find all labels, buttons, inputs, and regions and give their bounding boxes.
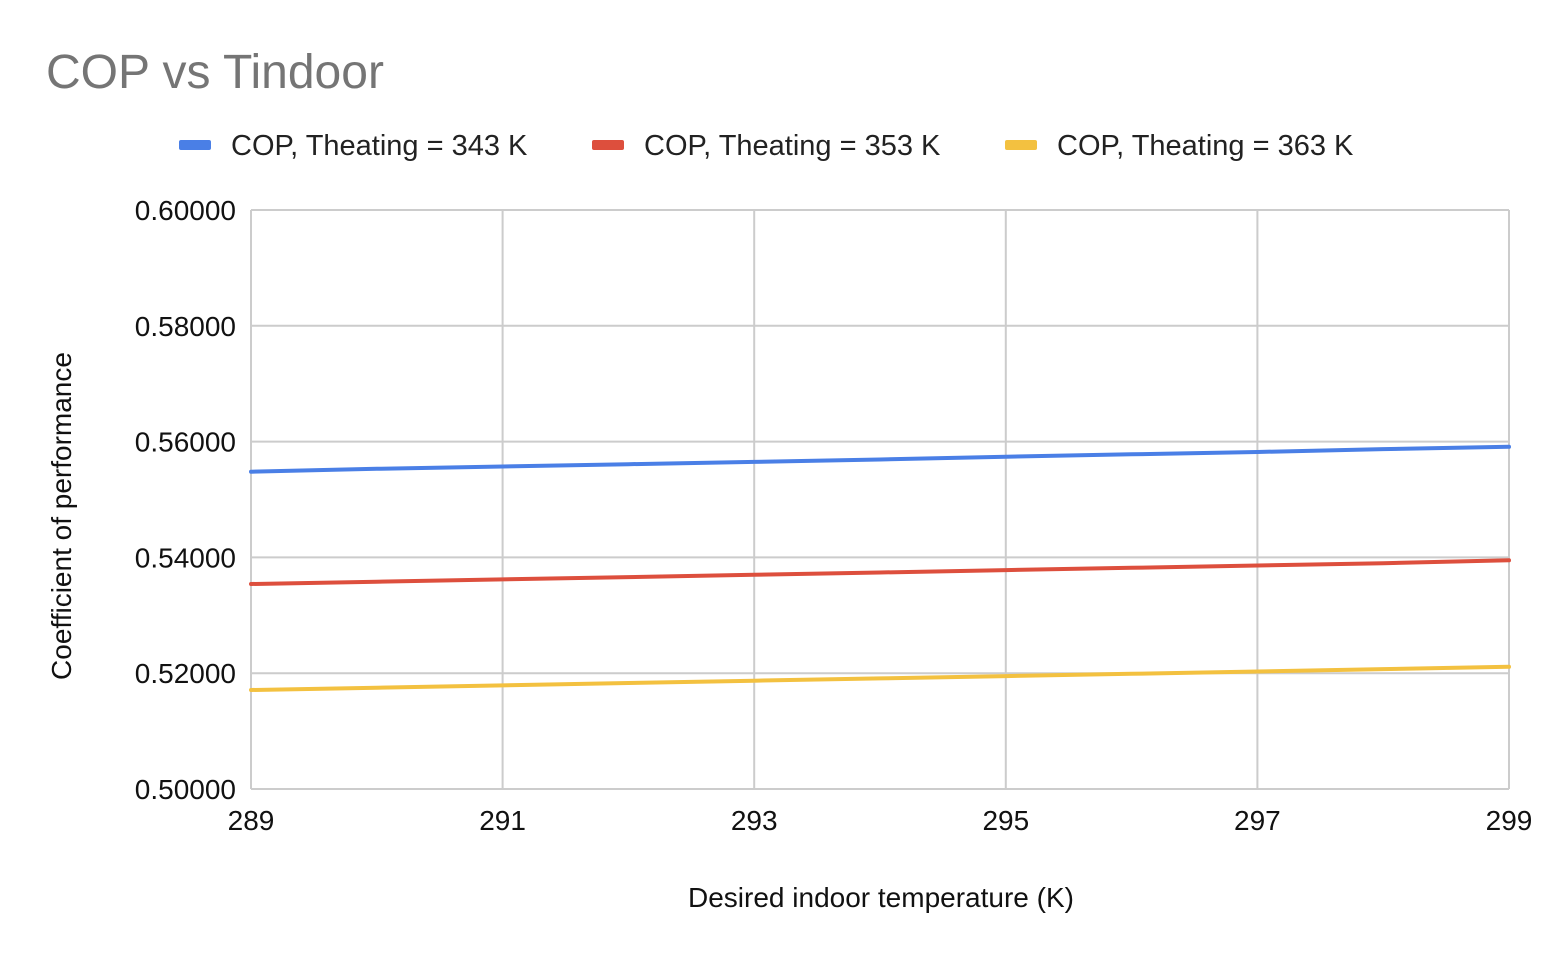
series-group xyxy=(249,444,1511,692)
y-tick-label: 0.52000 xyxy=(135,658,236,689)
x-tick-label: 289 xyxy=(228,805,275,836)
grid xyxy=(250,209,1510,790)
legend: COP, Theating = 343 K COP, Theating = 353… xyxy=(179,130,1354,162)
x-axis-label: Desired indoor temperature (K) xyxy=(688,882,1074,913)
legend-label: COP, Theating = 343 K xyxy=(231,130,528,162)
x-tick-label: 297 xyxy=(1234,805,1281,836)
y-tick-label: 0.54000 xyxy=(135,542,236,573)
legend-label: COP, Theating = 353 K xyxy=(644,130,941,162)
x-tick-label: 293 xyxy=(731,805,778,836)
x-tick-label: 295 xyxy=(982,805,1029,836)
y-tick-label: 0.50000 xyxy=(135,774,236,805)
legend-swatch xyxy=(1005,140,1037,150)
legend-swatch xyxy=(592,140,624,150)
y-tick-label: 0.56000 xyxy=(135,427,236,458)
legend-label: COP, Theating = 363 K xyxy=(1057,130,1354,162)
y-tick-label: 0.60000 xyxy=(135,195,236,226)
x-axis-ticks: 289 291 293 295 297 299 xyxy=(228,805,1533,836)
series-line-3 xyxy=(249,664,1511,692)
y-tick-label: 0.58000 xyxy=(135,311,236,342)
legend-swatch xyxy=(179,140,211,150)
y-axis-label: Coefficient of performance xyxy=(46,352,77,680)
chart-title: COP vs Tindoor xyxy=(46,46,384,99)
series-line-2 xyxy=(249,558,1511,586)
x-tick-label: 299 xyxy=(1486,805,1533,836)
y-axis-ticks: 0.50000 0.52000 0.54000 0.56000 0.58000 0.600… xyxy=(135,195,236,805)
x-tick-label: 291 xyxy=(479,805,526,836)
series-line-1 xyxy=(249,444,1511,474)
